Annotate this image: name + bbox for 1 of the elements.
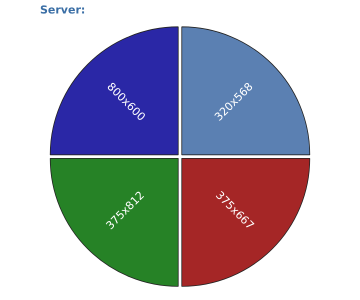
chart-title: Server: [40,3,86,16]
